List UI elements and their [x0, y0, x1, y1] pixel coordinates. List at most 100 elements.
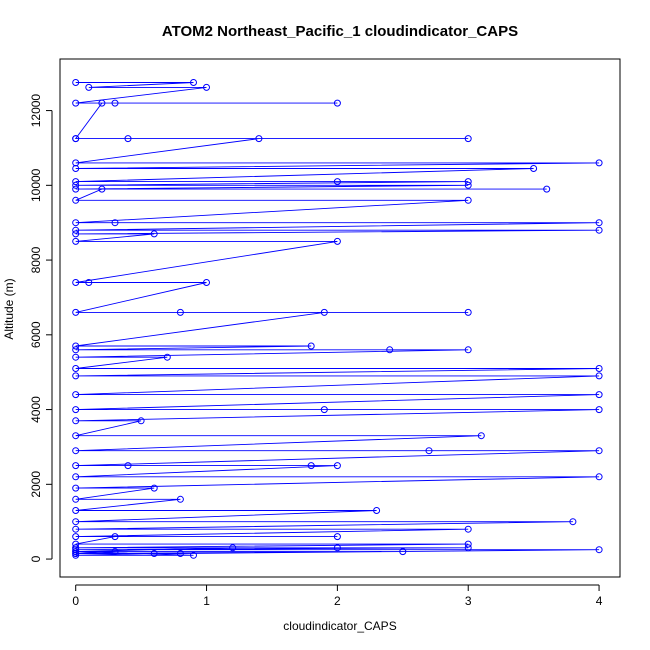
data-point — [464, 346, 472, 354]
data-point — [333, 178, 341, 186]
data-point — [72, 462, 80, 470]
data-point — [72, 219, 80, 227]
data-point — [464, 544, 472, 552]
data-point — [464, 540, 472, 548]
data-point — [98, 185, 106, 193]
data-point — [111, 548, 119, 556]
x-tick-label: 0 — [72, 594, 79, 608]
data-point — [333, 237, 341, 245]
data-point — [543, 185, 551, 193]
data-point — [320, 406, 328, 414]
data-point — [111, 533, 119, 541]
data-point — [320, 308, 328, 316]
data-point — [72, 226, 80, 234]
x-tick-label: 2 — [334, 594, 341, 608]
data-point — [190, 551, 197, 559]
data-point — [464, 525, 472, 533]
data-point — [72, 196, 80, 204]
data-point — [307, 342, 315, 350]
data-point — [85, 279, 93, 286]
x-axis: 0 1 2 3 4 — [72, 584, 603, 608]
data-point — [72, 135, 80, 143]
data-point — [595, 391, 603, 399]
data-point — [595, 219, 603, 227]
plot-series — [72, 79, 603, 559]
data-point — [464, 181, 472, 189]
data-point — [72, 447, 80, 455]
data-point — [72, 518, 80, 526]
data-point — [150, 484, 158, 492]
data-point — [72, 99, 80, 107]
data-point — [72, 178, 80, 186]
data-point — [477, 432, 485, 440]
data-point — [72, 346, 80, 354]
data-point — [72, 165, 80, 172]
data-point — [229, 544, 237, 552]
data-point — [85, 83, 93, 91]
data-point — [464, 308, 472, 316]
data-point — [72, 473, 80, 481]
data-point — [72, 484, 80, 492]
data-point — [72, 525, 80, 533]
data-point — [72, 417, 80, 425]
data-point — [124, 462, 132, 470]
y-axis-label: Altitude (m) — [2, 278, 16, 339]
data-point — [72, 230, 80, 238]
data-point — [72, 548, 80, 556]
data-point — [72, 342, 80, 350]
data-point — [595, 365, 603, 372]
data-point — [72, 507, 80, 514]
y-tick-label: 0 — [29, 555, 43, 562]
series-line — [74, 82, 600, 556]
data-point — [72, 279, 80, 286]
data-point — [386, 346, 394, 354]
data-point — [203, 83, 210, 91]
data-point — [464, 135, 472, 143]
data-point — [72, 546, 80, 554]
data-point — [595, 159, 603, 167]
y-tick-label: 6000 — [29, 321, 43, 348]
data-point — [72, 308, 80, 316]
data-point — [203, 279, 210, 286]
data-point — [595, 473, 603, 481]
y-tick-label: 12000 — [29, 94, 43, 128]
data-point — [72, 391, 80, 399]
data-point — [595, 546, 603, 554]
data-point — [399, 548, 407, 556]
y-axis: 0 2000 4000 6000 8000 10000 12000 — [29, 94, 53, 562]
y-tick-label: 8000 — [29, 246, 43, 273]
data-point — [72, 237, 80, 245]
data-point — [464, 196, 472, 204]
data-point — [72, 495, 80, 503]
y-tick-label: 10000 — [29, 168, 43, 202]
data-point — [124, 135, 132, 143]
data-point — [333, 99, 341, 107]
chart-title: ATOM2 Northeast_Pacific_1 cloudindicator… — [162, 23, 518, 40]
data-point — [137, 417, 145, 425]
data-point — [176, 308, 184, 316]
y-tick-label: 4000 — [29, 396, 43, 423]
data-point — [111, 219, 119, 227]
data-point — [98, 99, 106, 107]
data-point — [72, 372, 80, 380]
data-point — [72, 185, 80, 193]
data-point — [163, 353, 171, 361]
data-point — [176, 495, 184, 503]
data-point — [373, 507, 381, 514]
data-point — [569, 518, 577, 526]
data-point — [595, 372, 603, 380]
data-point — [530, 165, 538, 172]
data-point — [595, 406, 603, 414]
data-point — [176, 550, 184, 557]
data-point — [333, 544, 341, 552]
data-point — [72, 533, 80, 541]
x-axis-label: cloudindicator_CAPS — [283, 619, 396, 633]
x-tick-label: 3 — [465, 594, 472, 608]
data-point — [255, 135, 263, 143]
plot-frame — [59, 58, 621, 578]
data-point — [190, 79, 197, 86]
data-point — [464, 178, 472, 186]
x-tick-label: 4 — [596, 594, 603, 608]
data-point — [425, 447, 433, 455]
